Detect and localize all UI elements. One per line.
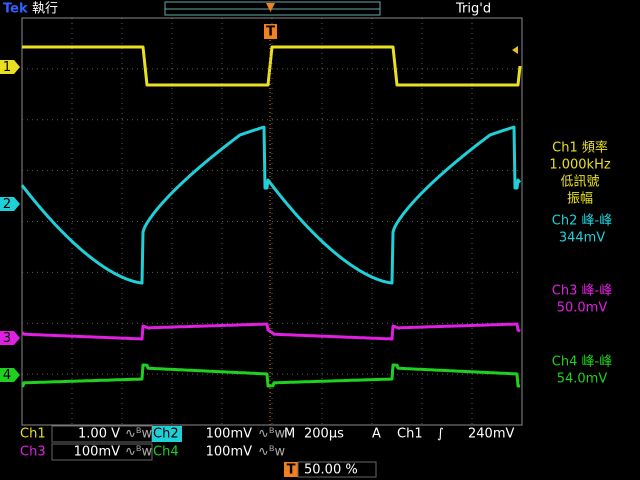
- ch4-scale: 100mV: [206, 445, 252, 460]
- status-bar: Ch1 1.00 V ∿ᴮw Ch2 100mV ∿ᴮw M 200µs A C…: [20, 425, 514, 478]
- timebase: 200µs: [304, 427, 344, 442]
- ch2-marker-bg: [0, 197, 20, 211]
- measure-value: 50.0mV: [557, 301, 608, 316]
- trigger-position-arrow: [266, 3, 275, 12]
- ch4-waveform: [21, 363, 521, 388]
- ch1-bw-icon: ∿ᴮw: [125, 427, 153, 442]
- ch4-marker: 4: [3, 368, 11, 383]
- measure-value: 1.000kHz: [549, 158, 611, 173]
- trigger-mode: A: [372, 427, 381, 442]
- measure-title: Ch1 頻率: [552, 140, 608, 156]
- ch1-label: Ch1: [20, 427, 46, 442]
- trigger-pos-marker: T: [287, 463, 296, 478]
- measurements: Ch1 頻率 1.000kHz 低訊號 振幅 Ch2 峰-峰 344mV Ch3…: [549, 140, 612, 387]
- run-state: 執行: [32, 1, 58, 17]
- measure-value: 54.0mV: [557, 372, 608, 387]
- ch1-marker-bg: [0, 60, 20, 74]
- trigger-pos-marker-bg: [284, 462, 298, 477]
- trigger-source: Ch1: [397, 427, 423, 442]
- ch3-marker-bg: [0, 331, 20, 345]
- ch2-label: Ch2: [153, 427, 179, 442]
- measure-note: 振幅: [567, 192, 593, 207]
- measure-title: Ch2 峰-峰: [552, 214, 612, 229]
- ch3-box: [51, 443, 153, 461]
- measure-value: 344mV: [559, 231, 605, 246]
- measure-title: Ch4 峰-峰: [552, 355, 612, 370]
- trigger-slope-icon: ∫: [437, 427, 444, 442]
- ch3-marker: 3: [3, 331, 11, 346]
- ch1-scale: 1.00 V: [78, 427, 120, 442]
- ch3-label: Ch3: [20, 445, 46, 460]
- ch3-waveform: [21, 322, 521, 341]
- brand: Tek: [3, 2, 28, 17]
- measure-title: Ch3 峰-峰: [552, 284, 612, 299]
- timebase-label: M: [284, 427, 295, 442]
- graticule: [22, 18, 522, 425]
- trigger-state: Trig'd: [455, 2, 491, 17]
- ch4-label: Ch4: [153, 445, 179, 460]
- ch2-scale: 100mV: [206, 427, 252, 442]
- ch3-scale: 100mV: [74, 445, 120, 460]
- ch4-marker-bg: [0, 368, 20, 382]
- trigger-position: 50.00 %: [304, 463, 358, 478]
- trigger-marker-box: [264, 24, 277, 39]
- waveforms: [20, 40, 522, 425]
- ch1-marker: 1: [3, 60, 11, 75]
- ch4-bw-icon: ∿ᴮw: [258, 445, 286, 460]
- ch2-bw-icon: ∿ᴮw: [258, 427, 286, 442]
- trigger-level: 240mV: [468, 427, 514, 442]
- ch1-waveform: [21, 45, 522, 87]
- ch2-label-bg: [152, 426, 182, 442]
- trigger-marker: T: [266, 25, 275, 40]
- channel-markers: 1 2 3 4: [0, 60, 20, 383]
- trigger-pos-box: [297, 461, 377, 478]
- measure-note: 低訊號: [560, 175, 599, 190]
- ch3-bw-icon: ∿ᴮw: [125, 445, 153, 460]
- graticule-frame: [21, 17, 523, 426]
- ch2-marker: 2: [3, 197, 11, 212]
- ch2-waveform: [20, 125, 522, 285]
- trigger-level-arrow: [512, 46, 518, 54]
